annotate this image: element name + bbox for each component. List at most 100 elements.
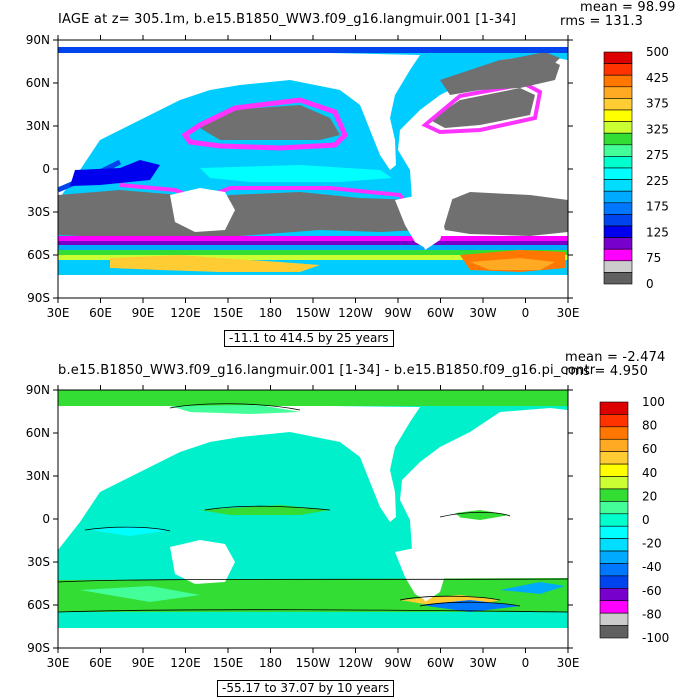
- lon-label: 90E: [132, 656, 155, 670]
- lon-label: 30W: [469, 656, 496, 670]
- lon-label: 120W: [338, 656, 373, 670]
- lat-label: 90S: [27, 291, 50, 305]
- bottom-range-box: -55.17 to 37.07 by 10 years: [217, 680, 395, 697]
- colorbar-swatch: [599, 501, 629, 515]
- colorbar-swatch: [603, 179, 633, 192]
- lon-label: 60E: [89, 306, 112, 320]
- colorbar-label: 175: [646, 200, 669, 214]
- lat-label: 30S: [27, 205, 50, 219]
- colorbar-swatch: [603, 74, 633, 88]
- colorbar-swatch: [599, 451, 629, 465]
- colorbar-swatch: [599, 401, 629, 415]
- top-map-field: [58, 40, 568, 298]
- colorbar-swatch: [603, 225, 633, 238]
- lon-label: 30W: [469, 306, 496, 320]
- top-mean-label: mean = 98.99: [580, 0, 676, 15]
- lat-label: 60S: [27, 248, 50, 262]
- colorbar-label: 75: [646, 251, 661, 265]
- colorbar-swatch: [603, 190, 633, 204]
- top-range-box: -11.1 to 414.5 by 25 years: [224, 330, 394, 347]
- lon-label: 150W: [296, 656, 331, 670]
- lat-label: 90N: [26, 33, 50, 47]
- colorbar-swatch: [599, 600, 629, 614]
- lon-label: 60W: [427, 306, 454, 320]
- bottom-mean-label: mean = -2.474: [565, 350, 666, 365]
- colorbar-swatch: [603, 98, 633, 111]
- lon-label: 60E: [89, 656, 112, 670]
- colorbar-label: 500: [646, 45, 669, 59]
- lon-label: 90E: [132, 306, 155, 320]
- colorbar-label: -100: [642, 631, 669, 645]
- colorbar-swatch: [603, 156, 633, 169]
- lat-label: 60N: [26, 426, 50, 440]
- lon-label: 0: [522, 656, 530, 670]
- colorbar-swatch: [599, 625, 629, 639]
- colorbar-label: -20: [642, 537, 662, 551]
- lon-label: 90W: [384, 306, 411, 320]
- colorbar-label: 0: [642, 513, 650, 527]
- lat-label: 30S: [27, 555, 50, 569]
- lon-label: 30E: [557, 306, 580, 320]
- colorbar-swatch: [599, 550, 629, 564]
- lat-label: 90N: [26, 383, 50, 397]
- lon-label: 60W: [427, 656, 454, 670]
- colorbar-swatch: [603, 121, 633, 134]
- colorbar-swatch: [599, 476, 629, 490]
- colorbar-swatch: [599, 563, 629, 577]
- colorbar-swatch: [603, 132, 633, 146]
- colorbar-swatch: [603, 63, 633, 76]
- lat-label: 30N: [26, 469, 50, 483]
- colorbar-swatch: [603, 237, 633, 250]
- colorbar-label: 40: [642, 466, 657, 480]
- colorbar-swatch: [603, 248, 633, 262]
- colorbar-swatch: [599, 438, 629, 452]
- colorbar-label: 60: [642, 442, 657, 456]
- lat-label: 60S: [27, 598, 50, 612]
- colorbar-swatch: [599, 612, 629, 626]
- lon-label: 30E: [47, 656, 70, 670]
- colorbar-label: 125: [646, 225, 669, 239]
- lon-label: 0: [522, 306, 530, 320]
- colorbar-swatch: [599, 525, 629, 539]
- colorbar-swatch: [603, 167, 633, 180]
- lat-label: 30N: [26, 119, 50, 133]
- lon-label: 120E: [170, 306, 201, 320]
- top-map-title: IAGE at z= 305.1m, b.e15.B1850_WW3.f09_g…: [58, 12, 517, 27]
- colorbar-swatch: [599, 513, 629, 527]
- lat-label: 0: [42, 162, 50, 176]
- colorbar-swatch: [599, 463, 629, 477]
- colorbar-swatch: [599, 538, 629, 552]
- lon-label: 180: [259, 306, 282, 320]
- colorbar-label: 375: [646, 97, 669, 111]
- colorbar-swatch: [603, 214, 633, 227]
- colorbar-swatch: [599, 488, 629, 502]
- colorbar-swatch: [603, 109, 633, 122]
- colorbar-label: 325: [646, 122, 669, 136]
- lat-label: 60N: [26, 76, 50, 90]
- colorbar-swatch: [603, 51, 633, 64]
- lon-label: 30E: [557, 656, 580, 670]
- lon-label: 150W: [296, 306, 331, 320]
- colorbar-label: 80: [642, 419, 657, 433]
- colorbar-label: -60: [642, 584, 662, 598]
- colorbar-label: 20: [642, 489, 657, 503]
- colorbar-label: 0: [646, 277, 654, 291]
- bottom-map-title: b.e15.B1850_WW3.f09_g16.langmuir.001 [1-…: [58, 363, 596, 378]
- colorbar-swatch: [603, 260, 633, 273]
- colorbar-swatch: [599, 575, 629, 589]
- top-rms-label: rms = 131.3: [560, 14, 644, 29]
- colorbar-swatch: [603, 202, 633, 215]
- colorbar-label: 225: [646, 174, 669, 188]
- lat-label: 90S: [27, 641, 50, 655]
- colorbar-swatch: [599, 588, 629, 602]
- lon-label: 180: [259, 656, 282, 670]
- lat-label: 0: [42, 512, 50, 526]
- lon-label: 120E: [170, 656, 201, 670]
- colorbar-swatch: [599, 414, 629, 428]
- colorbar-swatch: [599, 426, 629, 440]
- colorbar-label: 275: [646, 148, 669, 162]
